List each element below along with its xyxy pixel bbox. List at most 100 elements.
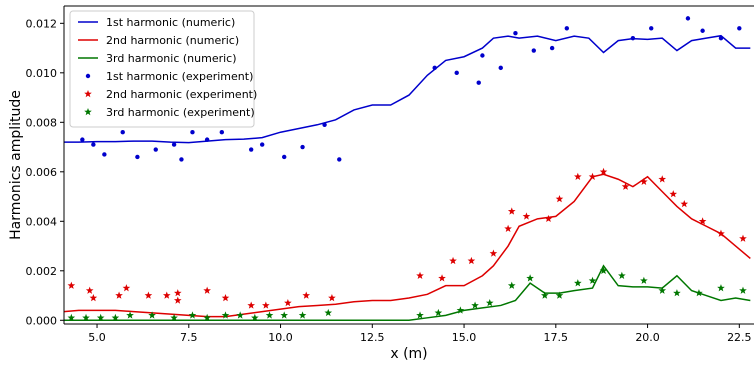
data-point: [522, 212, 531, 220]
data-point: [91, 142, 96, 147]
data-point: [680, 199, 689, 208]
data-point: [102, 152, 107, 157]
data-point: [438, 274, 446, 282]
data-point: [669, 190, 678, 198]
data-point: [588, 172, 597, 180]
data-point: [170, 313, 178, 322]
data-point: [265, 311, 274, 319]
data-point: [302, 291, 311, 299]
data-point: [203, 286, 211, 294]
data-point: [262, 301, 270, 309]
x-tick-label: 17.5: [544, 331, 569, 344]
data-point: [219, 130, 225, 135]
data-point: [67, 281, 76, 289]
x-tick-label: 7.5: [180, 331, 198, 344]
data-point: [416, 311, 424, 319]
data-point: [700, 28, 705, 33]
data-point: [173, 296, 182, 304]
data-point: [574, 172, 582, 180]
data-point: [588, 276, 597, 284]
data-point: [471, 301, 479, 309]
data-point: [135, 154, 140, 160]
data-point: [658, 175, 667, 183]
legend-label: 1st harmonic (experiment): [106, 70, 253, 83]
x-tick-label: 5.0: [88, 331, 106, 344]
data-point: [82, 313, 90, 322]
data-point: [574, 279, 582, 287]
data-point: [144, 291, 153, 299]
data-point: [599, 167, 608, 176]
data-point: [513, 31, 518, 36]
data-point: [111, 313, 120, 322]
y-tick-label: 0.002: [26, 265, 58, 278]
data-point: [544, 214, 553, 223]
data-point: [489, 249, 498, 257]
data-point: [476, 80, 481, 85]
data-point: [337, 157, 342, 162]
x-tick-label: 22.5: [727, 331, 752, 344]
data-point: [649, 26, 654, 31]
x-tick-label: 15.0: [452, 331, 477, 344]
data-point: [120, 130, 125, 135]
data-point: [564, 26, 570, 31]
data-point: [300, 144, 305, 150]
data-point: [737, 26, 742, 31]
legend-swatch: [85, 73, 91, 79]
data-point: [280, 311, 289, 319]
data-point: [739, 286, 747, 294]
data-point: [467, 256, 476, 265]
data-point: [259, 142, 265, 147]
data-point: [454, 70, 459, 76]
data-point: [126, 311, 134, 319]
data-point: [328, 294, 336, 302]
data-point: [449, 256, 457, 265]
legend: 1st harmonic (numeric) 2nd harmonic (nume…: [69, 10, 257, 128]
data-point: [531, 48, 536, 53]
data-point: [526, 274, 534, 282]
y-tick-label: 0.012: [26, 17, 58, 30]
legend-box: [69, 10, 255, 128]
y-tick-label: 0.010: [26, 67, 58, 80]
data-point: [717, 284, 725, 292]
x-tick-label: 10.0: [268, 331, 293, 344]
data-point: [203, 313, 211, 322]
data-point: [717, 229, 725, 237]
x-tick-label: 12.5: [360, 331, 385, 344]
legend-label: 2nd harmonic (experiment): [106, 88, 257, 101]
data-point: [80, 137, 85, 142]
data-point: [485, 298, 494, 307]
data-point: [236, 311, 244, 319]
legend-swatch: [84, 90, 92, 98]
data-point: [618, 271, 626, 279]
y-tick-label: 0.000: [26, 314, 58, 327]
data-point: [248, 147, 254, 152]
y-tick-label: 0.004: [26, 215, 58, 228]
data-point: [549, 45, 555, 51]
legend-label: 3rd harmonic (experiment): [106, 106, 255, 119]
data-point: [685, 16, 691, 21]
data-point: [188, 311, 197, 319]
data-point: [221, 311, 230, 319]
data-point: [221, 294, 230, 302]
data-point: [540, 291, 549, 299]
y-axis-label: Harmonics amplitude: [8, 90, 24, 240]
data-point: [507, 207, 516, 215]
data-point: [179, 157, 184, 162]
data-point: [599, 266, 608, 275]
legend-swatch: [84, 108, 92, 116]
data-point: [555, 195, 564, 203]
series-line-1: [64, 173, 751, 318]
series-layer: [64, 16, 751, 322]
legend-label: 2nd harmonic (numeric): [106, 34, 239, 47]
data-point: [162, 291, 171, 299]
data-point: [698, 217, 707, 225]
data-point: [434, 308, 443, 317]
data-point: [718, 35, 724, 41]
data-point: [739, 234, 747, 242]
data-point: [630, 35, 636, 41]
data-point: [173, 289, 182, 297]
data-point: [190, 130, 195, 135]
data-point: [96, 313, 105, 322]
data-point: [416, 271, 424, 279]
